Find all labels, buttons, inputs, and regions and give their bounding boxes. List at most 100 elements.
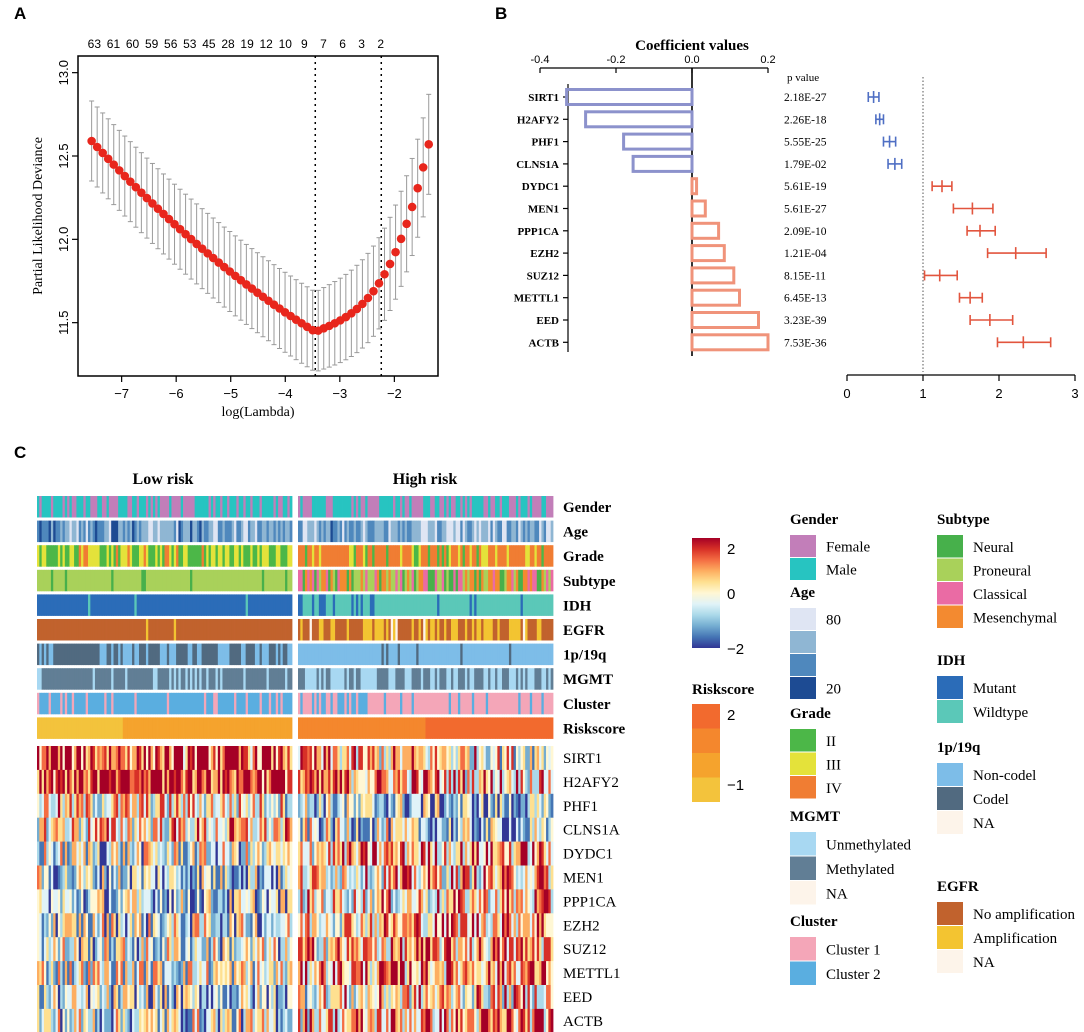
annotation-cell	[298, 545, 301, 567]
annotation-cell	[164, 545, 168, 567]
annotation-cell	[122, 569, 126, 592]
annotation-cell	[367, 520, 371, 543]
annotation-cell	[43, 668, 47, 690]
annotation-cell	[69, 520, 73, 543]
expression-cell	[448, 961, 452, 986]
annotation-cell	[541, 619, 545, 641]
expression-cell	[194, 817, 198, 842]
annotation-cell	[62, 520, 66, 543]
expression-cell	[439, 841, 443, 866]
annotation-cell	[62, 668, 66, 690]
expression-cell	[148, 961, 151, 986]
expression-cell	[118, 746, 121, 771]
expression-cell	[397, 865, 401, 890]
expression-cell	[201, 841, 205, 866]
annotation-cell	[476, 545, 480, 567]
expression-cell	[53, 746, 56, 771]
expression-cell	[157, 889, 161, 914]
annotation-cell	[437, 619, 440, 641]
annotation-cell	[176, 717, 179, 739]
expression-cell	[502, 769, 505, 795]
annotation-cell	[476, 643, 480, 666]
annotation-cell	[264, 668, 267, 690]
expression-cell	[115, 865, 119, 890]
annotation-cell	[178, 545, 182, 567]
annotation-cell	[495, 496, 498, 518]
expression-cell	[106, 937, 110, 962]
expression-cell	[386, 961, 389, 986]
expression-cell	[275, 889, 279, 914]
expression-cell	[192, 889, 196, 914]
annotation-cell	[492, 520, 496, 543]
annotation-cell	[213, 594, 216, 616]
expression-cell	[259, 817, 263, 842]
expression-cell	[280, 913, 284, 938]
expression-cell	[53, 769, 56, 795]
annotation-cell	[395, 692, 399, 715]
expression-cell	[190, 793, 193, 818]
annotation-cell	[194, 717, 198, 739]
expression-cell	[355, 985, 359, 1010]
expression-cell	[420, 913, 424, 938]
expression-cell	[515, 889, 519, 914]
expression-cell	[287, 793, 291, 818]
expression-cell	[550, 937, 554, 962]
expression-cell	[155, 793, 158, 818]
expression-cell	[460, 769, 463, 795]
annotation-cell	[148, 668, 151, 690]
expression-cell	[504, 817, 508, 842]
expression-cell	[395, 746, 399, 771]
expression-cell	[499, 746, 503, 771]
expression-cell	[97, 913, 100, 938]
annotation-cell	[289, 668, 293, 690]
annotation-cell	[213, 668, 216, 690]
expression-cell	[282, 961, 286, 986]
expression-cell	[104, 769, 107, 795]
expression-cell	[506, 961, 510, 986]
annotation-cell	[346, 717, 350, 739]
annotation-cell	[220, 569, 223, 592]
annotation-cell	[483, 545, 487, 567]
expression-cell	[245, 937, 249, 962]
expression-cell	[106, 746, 110, 771]
annotation-cell	[478, 496, 482, 518]
expression-cell	[67, 889, 70, 914]
annotation-cell	[43, 520, 47, 543]
annotation-cell	[381, 668, 385, 690]
expression-cell	[132, 889, 135, 914]
expression-cell	[115, 937, 119, 962]
expression-cell	[386, 817, 389, 842]
annotation-cell	[504, 668, 508, 690]
annotation-cell	[362, 692, 366, 715]
annotation-cell	[275, 619, 279, 641]
annotation-cell	[245, 717, 249, 739]
annotation-cell	[97, 496, 100, 518]
annotation-cell	[41, 520, 45, 543]
expression-cell	[360, 985, 364, 1010]
expression-cell	[522, 793, 526, 818]
annotation-cell	[376, 668, 380, 690]
annotation-cell	[499, 569, 503, 592]
annotation-cell	[411, 643, 415, 666]
annotation-cell	[192, 619, 196, 641]
expression-cell	[304, 985, 308, 1010]
expression-cell	[152, 841, 156, 866]
expression-cell	[425, 817, 429, 842]
expression-cell	[243, 817, 247, 842]
expression-cell	[457, 841, 461, 866]
annotation-cell	[550, 619, 554, 641]
annotation-cell	[386, 496, 389, 518]
expression-cell	[222, 889, 226, 914]
expression-cell	[136, 961, 140, 986]
annotation-cell	[62, 594, 66, 616]
annotation-cell	[287, 717, 291, 739]
annotation-cell	[69, 619, 73, 641]
expression-cell	[222, 913, 226, 938]
expression-cell	[57, 985, 61, 1010]
annotation-cell	[185, 569, 189, 592]
annotation-cell	[504, 569, 508, 592]
expression-cell	[282, 913, 286, 938]
annotation-cell	[439, 496, 443, 518]
expression-cell	[43, 746, 47, 771]
annotation-cell	[196, 619, 200, 641]
